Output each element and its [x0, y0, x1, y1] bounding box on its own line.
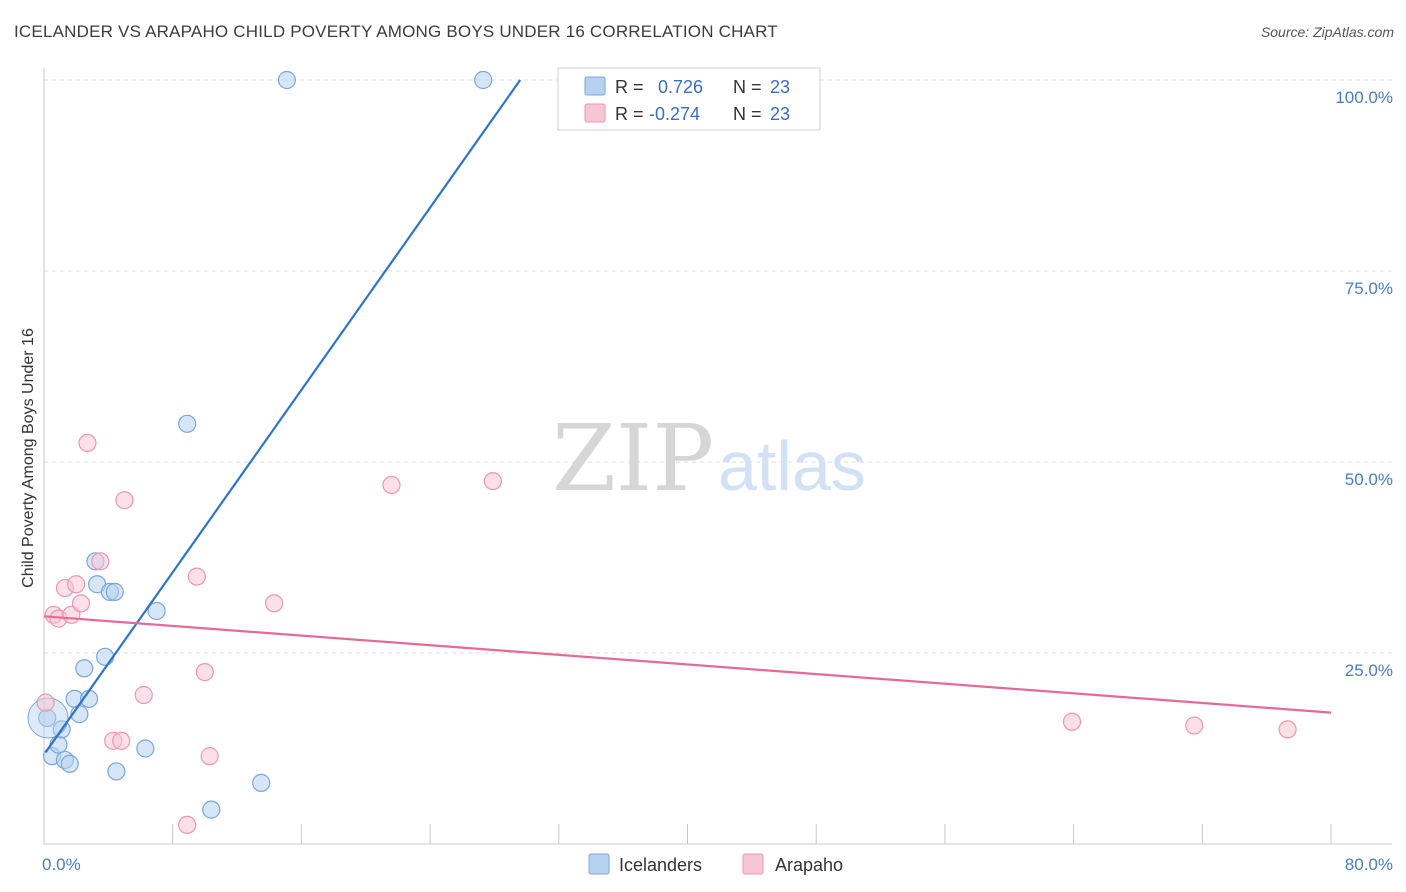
source-credit: Source: ZipAtlas.com	[1260, 24, 1394, 40]
legend-r-value-icelanders: 0.726	[658, 77, 703, 97]
icelanders-point-17	[147, 601, 166, 621]
watermark-zip: ZIP	[552, 405, 714, 512]
icelanders-point-2	[49, 735, 68, 754]
icelanders-points	[27, 70, 493, 819]
series-legend-swatch-icelanders	[588, 853, 610, 875]
arapaho-point-11	[115, 491, 134, 510]
arapaho-point-17	[264, 594, 284, 613]
arapaho-point-22	[1278, 720, 1297, 739]
y-tick-label-0: 25.0%	[1345, 661, 1393, 680]
x-tick-label-min: 0.0%	[42, 855, 81, 874]
icelanders-point-20	[252, 773, 271, 792]
x-tick-label-max: 80.0%	[1345, 855, 1393, 874]
arapaho-point-21	[1185, 716, 1204, 735]
chart-title: ICELANDER VS ARAPAHO CHILD POVERTY AMONG…	[14, 22, 778, 41]
legend-r-value-arapaho: -0.274	[649, 104, 700, 124]
icelanders-point-22	[474, 70, 493, 90]
watermark-atlas: atlas	[718, 427, 866, 505]
icelanders-point-12	[96, 647, 115, 666]
x-tick-labels: 0.0% 80.0%	[42, 855, 1393, 874]
arapaho-point-7	[78, 433, 97, 452]
icelanders-point-8	[75, 659, 94, 678]
icelanders-point-14	[105, 582, 124, 601]
arapaho-trend-line	[43, 615, 1332, 714]
legend-n-value-icelanders: 23	[770, 77, 790, 97]
icelanders-trend-line	[44, 79, 522, 753]
icelanders-point-16	[136, 739, 155, 758]
arapaho-points	[36, 433, 1297, 835]
series-legend-swatch-arapaho	[742, 853, 764, 875]
grid-lines	[44, 79, 1392, 654]
icelanders-point-5	[60, 754, 79, 773]
legend-swatch-arapaho	[584, 103, 606, 123]
icelanders-point-21	[277, 70, 297, 90]
icelanders-point-15	[107, 762, 126, 781]
arapaho-point-12	[134, 685, 153, 705]
series-legend-label-icelanders: Icelanders	[619, 855, 702, 875]
arapaho-point-10	[112, 731, 131, 750]
y-tick-labels: 25.0% 50.0% 75.0% 100.0%	[1335, 88, 1393, 680]
series-legend-label-arapaho: Arapaho	[775, 855, 843, 875]
legend-n-value-arapaho: 23	[770, 104, 790, 124]
legend-r-label-arapaho: R =	[615, 104, 644, 124]
legend-n-label-arapaho: N =	[733, 104, 762, 124]
legend-r-label-icelanders: R =	[615, 77, 644, 97]
arapaho-point-6	[71, 594, 91, 613]
arapaho-point-13	[178, 815, 197, 835]
arapaho-point-15	[195, 662, 214, 682]
arapaho-point-19	[483, 472, 502, 491]
icelanders-point-19	[202, 800, 221, 819]
arapaho-point-20	[1062, 712, 1082, 731]
correlation-legend: R = 0.726 N = 23 R = -0.274 N = 23	[557, 67, 821, 131]
axes	[43, 68, 1392, 845]
watermark: ZIP atlas	[552, 405, 866, 512]
arapaho-point-5	[67, 575, 86, 594]
legend-n-label-icelanders: N =	[733, 77, 762, 97]
y-tick-label-2: 75.0%	[1345, 279, 1393, 298]
legend-swatch-icelanders	[584, 76, 606, 96]
arapaho-point-16	[200, 747, 219, 766]
trend-lines	[43, 79, 1332, 753]
y-axis-title: Child Poverty Among Boys Under 16	[20, 328, 37, 588]
y-tick-label-1: 50.0%	[1345, 470, 1393, 489]
icelanders-point-18	[178, 414, 197, 433]
arapaho-point-18	[382, 475, 401, 495]
arapaho-point-14	[187, 567, 206, 586]
arapaho-point-0	[36, 693, 55, 712]
arapaho-point-8	[91, 552, 110, 571]
y-tick-label-3: 100.0%	[1335, 88, 1393, 107]
series-legend: Icelanders Arapaho	[588, 853, 843, 875]
